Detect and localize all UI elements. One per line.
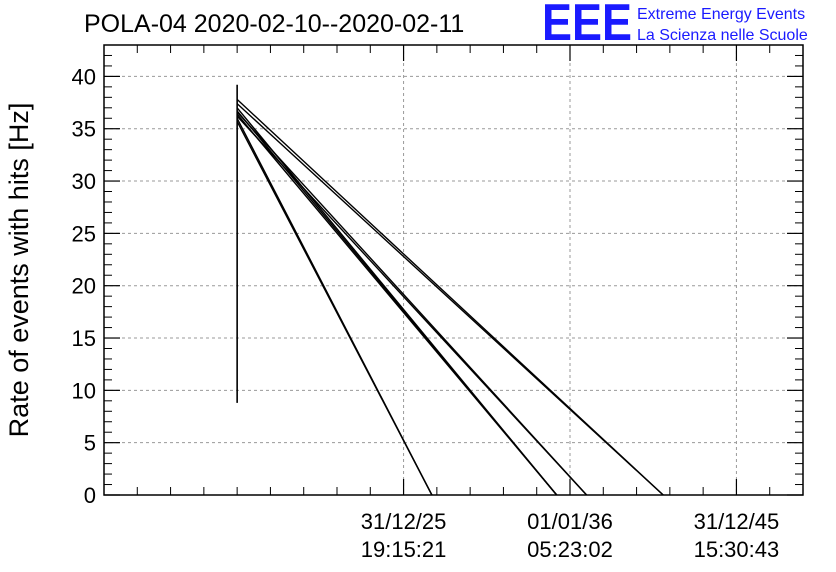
plot-frame [103,44,804,496]
eee-logo-line1: Extreme Energy Events [637,6,805,23]
series-line [236,103,664,496]
grid [104,45,803,495]
y-axis-title: Rate of events with hits [Hz] [4,103,34,438]
x-tick-label-date: 31/12/45 [694,509,780,534]
x-tick-label-time: 15:30:43 [694,537,780,562]
y-tick-label: 35 [72,117,96,142]
data-series [236,84,664,496]
chart-title: POLA-04 2020-02-10--2020-02-11 [84,10,464,38]
x-tick-label-time: 05:23:02 [527,537,613,562]
axis-ticks [103,44,804,496]
series-line [236,111,588,496]
eee-logo-line2: La Scienza nelle Scuole [637,27,808,44]
y-tick-label: 15 [72,326,96,351]
y-tick-label: 0 [84,483,96,508]
x-tick-label-date: 31/12/25 [361,509,447,534]
tick-labels: 0 5 10 15 20 25 30 35 40 31/12/25 19:15:21 01/01/36… [72,64,780,562]
y-tick-label: 10 [72,378,96,403]
series-line [236,121,433,496]
y-tick-label: 5 [84,431,96,456]
x-tick-label-time: 19:15:21 [361,537,447,562]
series-line [236,113,558,496]
y-tick-label: 20 [72,274,96,299]
x-tick-label-date: 01/01/36 [527,509,613,534]
y-tick-label: 40 [72,64,96,89]
y-tick-label: 25 [72,221,96,246]
eee-logo: EEE Extreme Energy Events La Scienza nel… [542,0,808,52]
y-tick-label: 30 [72,169,96,194]
eee-logo-mark: EEE [542,0,632,52]
